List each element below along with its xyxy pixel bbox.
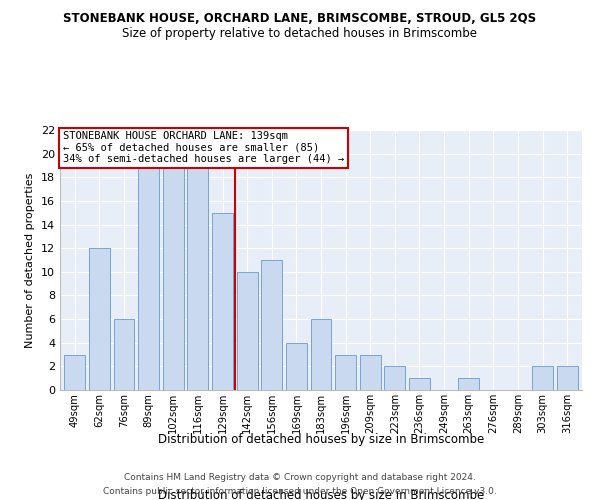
Y-axis label: Number of detached properties: Number of detached properties <box>25 172 35 348</box>
Bar <box>261 260 282 390</box>
Bar <box>64 354 85 390</box>
Text: Size of property relative to detached houses in Brimscombe: Size of property relative to detached ho… <box>122 28 478 40</box>
Bar <box>187 166 208 390</box>
Text: Contains HM Land Registry data © Crown copyright and database right 2024.: Contains HM Land Registry data © Crown c… <box>124 472 476 482</box>
Bar <box>458 378 479 390</box>
Bar <box>385 366 406 390</box>
Bar <box>236 272 257 390</box>
Text: Distribution of detached houses by size in Brimscombe: Distribution of detached houses by size … <box>158 432 484 446</box>
Bar <box>212 212 233 390</box>
Bar <box>557 366 578 390</box>
Bar <box>532 366 553 390</box>
Bar <box>335 354 356 390</box>
Bar <box>113 319 134 390</box>
Bar <box>163 166 184 390</box>
Bar <box>311 319 331 390</box>
Bar <box>138 166 159 390</box>
Text: STONEBANK HOUSE, ORCHARD LANE, BRIMSCOMBE, STROUD, GL5 2QS: STONEBANK HOUSE, ORCHARD LANE, BRIMSCOMB… <box>64 12 536 26</box>
Bar <box>89 248 110 390</box>
Bar <box>360 354 381 390</box>
Bar <box>409 378 430 390</box>
Text: STONEBANK HOUSE ORCHARD LANE: 139sqm
← 65% of detached houses are smaller (85)
3: STONEBANK HOUSE ORCHARD LANE: 139sqm ← 6… <box>62 132 344 164</box>
Text: Contains public sector information licensed under the Open Government Licence v3: Contains public sector information licen… <box>103 488 497 496</box>
X-axis label: Distribution of detached houses by size in Brimscombe: Distribution of detached houses by size … <box>158 488 484 500</box>
Bar <box>286 342 307 390</box>
